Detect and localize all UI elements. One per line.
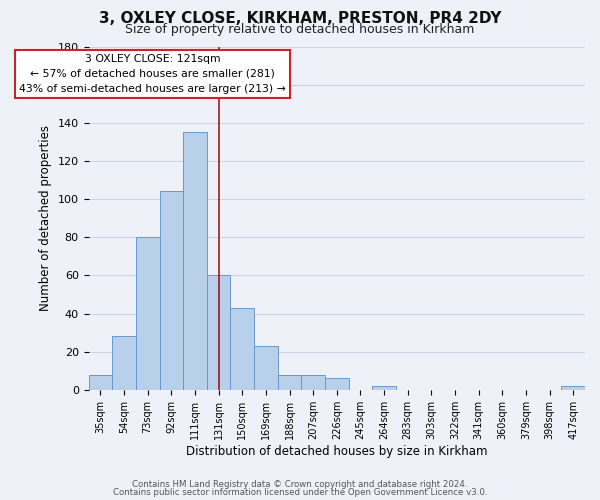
Text: Size of property relative to detached houses in Kirkham: Size of property relative to detached ho… xyxy=(125,22,475,36)
Text: 3, OXLEY CLOSE, KIRKHAM, PRESTON, PR4 2DY: 3, OXLEY CLOSE, KIRKHAM, PRESTON, PR4 2D… xyxy=(99,11,501,26)
Bar xyxy=(230,308,254,390)
Bar xyxy=(372,386,396,390)
Bar xyxy=(254,346,278,390)
X-axis label: Distribution of detached houses by size in Kirkham: Distribution of detached houses by size … xyxy=(186,444,488,458)
Bar xyxy=(207,276,230,390)
Text: 3 OXLEY CLOSE: 121sqm
← 57% of detached houses are smaller (281)
43% of semi-det: 3 OXLEY CLOSE: 121sqm ← 57% of detached … xyxy=(19,54,286,94)
Text: Contains public sector information licensed under the Open Government Licence v3: Contains public sector information licen… xyxy=(113,488,487,497)
Y-axis label: Number of detached properties: Number of detached properties xyxy=(39,125,52,311)
Bar xyxy=(183,132,207,390)
Text: Contains HM Land Registry data © Crown copyright and database right 2024.: Contains HM Land Registry data © Crown c… xyxy=(132,480,468,489)
Bar xyxy=(112,336,136,390)
Bar xyxy=(278,374,301,390)
Bar xyxy=(562,386,585,390)
Bar xyxy=(160,192,183,390)
Bar xyxy=(325,378,349,390)
Bar xyxy=(136,237,160,390)
Bar xyxy=(89,374,112,390)
Bar xyxy=(301,374,325,390)
